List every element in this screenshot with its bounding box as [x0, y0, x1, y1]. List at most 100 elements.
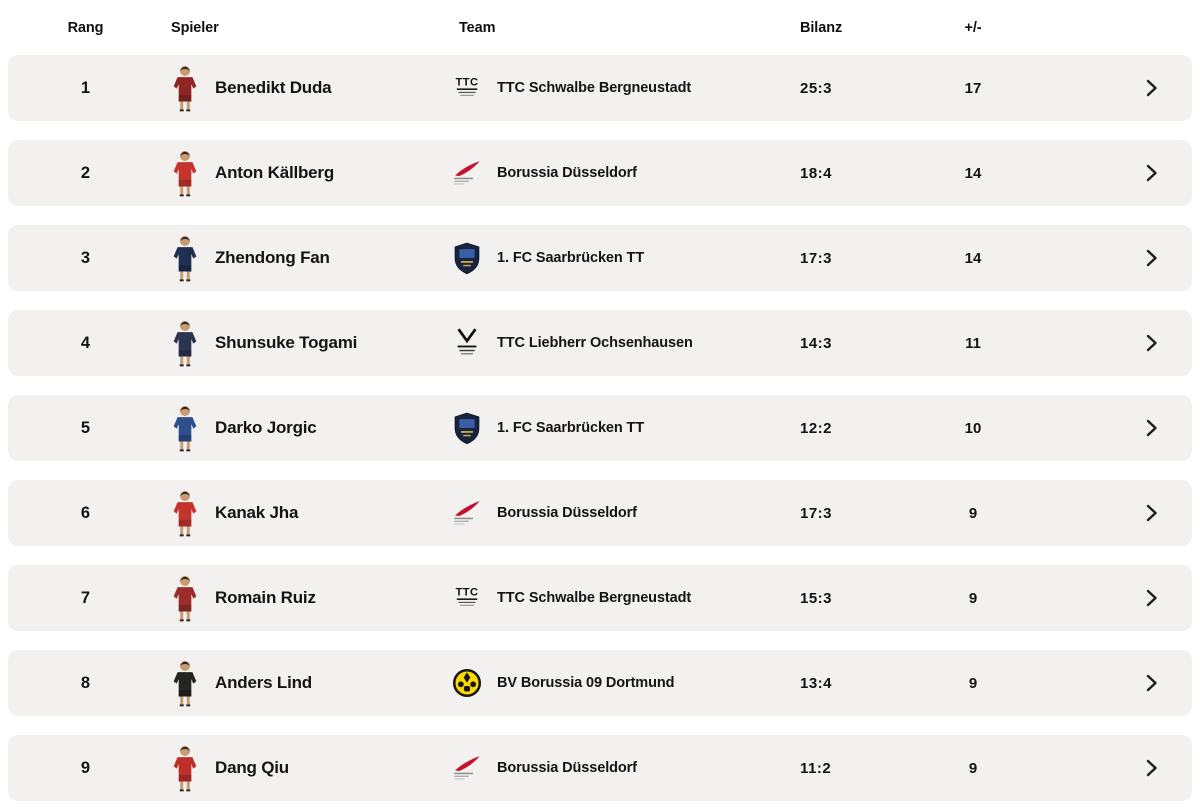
player-avatar	[163, 744, 207, 792]
row-detail-button[interactable]	[1038, 246, 1192, 270]
plusminus-value: 14	[964, 164, 982, 182]
chevron-right-icon	[1140, 671, 1162, 695]
team-name: Borussia Düsseldorf	[497, 505, 637, 521]
row-detail-button[interactable]	[1038, 756, 1192, 780]
team-logo-icon	[445, 156, 489, 190]
person-icon	[170, 64, 200, 112]
plusminus-value: 14	[964, 249, 982, 267]
plusminus-value: 9	[968, 504, 978, 522]
table-row[interactable]: 7 Romain Ruiz TTC Schwalbe Bergneustadt …	[8, 565, 1192, 631]
balance-value: 14:3	[800, 334, 833, 352]
table-row[interactable]: 2 Anton Källberg Borussia Düsseldorf 18:…	[8, 140, 1192, 206]
rank-value: 6	[80, 503, 91, 522]
player-avatar	[163, 574, 207, 622]
team-logo-icon	[445, 326, 489, 360]
column-header-player: Spieler	[171, 19, 219, 36]
chevron-right-icon	[1140, 161, 1162, 185]
rank-value: 7	[80, 588, 91, 607]
team-logo-icon	[445, 241, 489, 275]
player-avatar	[163, 659, 207, 707]
player-name: Anton Källberg	[215, 163, 335, 182]
team-name: TTC Schwalbe Bergneustadt	[497, 590, 692, 606]
plusminus-value: 10	[964, 419, 982, 437]
chevron-right-icon	[1140, 246, 1162, 270]
chevron-right-icon	[1140, 416, 1162, 440]
team-logo-icon	[445, 751, 489, 785]
player-avatar	[163, 149, 207, 197]
row-detail-button[interactable]	[1038, 331, 1192, 355]
row-detail-button[interactable]	[1038, 161, 1192, 185]
player-name: Zhendong Fan	[215, 248, 330, 267]
team-name: TTC Schwalbe Bergneustadt	[497, 80, 692, 96]
team-name: 1. FC Saarbrücken TT	[497, 420, 645, 436]
plusminus-value: 11	[965, 334, 981, 352]
player-name: Romain Ruiz	[215, 588, 316, 607]
row-detail-button[interactable]	[1038, 671, 1192, 695]
player-name: Darko Jorgic	[215, 418, 317, 437]
team-logo-icon	[445, 496, 489, 530]
team-logo-icon	[445, 411, 489, 445]
person-icon	[170, 659, 200, 707]
player-ranking-table: Rang Spieler Team Bilanz +/- 1 Benedikt …	[8, 0, 1192, 811]
chevron-right-icon	[1140, 76, 1162, 100]
table-header: Rang Spieler Team Bilanz +/-	[8, 0, 1192, 55]
balance-value: 11:2	[800, 759, 832, 777]
balance-value: 25:3	[800, 79, 833, 97]
person-icon	[170, 234, 200, 282]
player-name: Dang Qiu	[215, 758, 289, 777]
balance-value: 17:3	[800, 504, 833, 522]
table-row[interactable]: 3 Zhendong Fan 1. FC Saarbrücken TT 17:3…	[8, 225, 1192, 291]
player-avatar	[163, 319, 207, 367]
person-icon	[170, 574, 200, 622]
rank-value: 8	[80, 673, 91, 692]
row-detail-button[interactable]	[1038, 76, 1192, 100]
rank-value: 1	[80, 78, 91, 97]
row-detail-button[interactable]	[1038, 501, 1192, 525]
plusminus-value: 17	[964, 79, 982, 97]
balance-value: 18:4	[800, 164, 833, 182]
balance-value: 15:3	[800, 589, 833, 607]
team-name: 1. FC Saarbrücken TT	[497, 250, 645, 266]
team-name: TTC Liebherr Ochsenhausen	[497, 335, 693, 351]
rank-value: 3	[80, 248, 91, 267]
person-icon	[170, 489, 200, 537]
table-row[interactable]: 6 Kanak Jha Borussia Düsseldorf 17:3 9	[8, 480, 1192, 546]
player-avatar	[163, 234, 207, 282]
chevron-right-icon	[1140, 586, 1162, 610]
team-name: Borussia Düsseldorf	[497, 165, 637, 181]
rows-container: 1 Benedikt Duda TTC Schwalbe Bergneustad…	[8, 55, 1192, 801]
plusminus-value: 9	[968, 589, 978, 607]
person-icon	[170, 744, 200, 792]
player-avatar	[163, 489, 207, 537]
table-row[interactable]: 1 Benedikt Duda TTC Schwalbe Bergneustad…	[8, 55, 1192, 121]
rank-value: 4	[80, 333, 91, 352]
player-avatar	[163, 64, 207, 112]
player-name: Anders Lind	[215, 673, 312, 692]
table-row[interactable]: 8 Anders Lind BV Borussia 09 Dortmund 13…	[8, 650, 1192, 716]
player-name: Benedikt Duda	[215, 78, 332, 97]
table-row[interactable]: 4 Shunsuke Togami TTC Liebherr Ochsenhau…	[8, 310, 1192, 376]
table-row[interactable]: 5 Darko Jorgic 1. FC Saarbrücken TT 12:2…	[8, 395, 1192, 461]
row-detail-button[interactable]	[1038, 586, 1192, 610]
team-name: BV Borussia 09 Dortmund	[497, 675, 675, 691]
chevron-right-icon	[1140, 756, 1162, 780]
team-logo-icon	[445, 71, 489, 105]
plusminus-value: 9	[968, 674, 978, 692]
balance-value: 13:4	[800, 674, 833, 692]
table-row[interactable]: 9 Dang Qiu Borussia Düsseldorf 11:2 9	[8, 735, 1192, 801]
column-header-rank: Rang	[67, 19, 104, 36]
person-icon	[170, 404, 200, 452]
player-name: Kanak Jha	[215, 503, 299, 522]
column-header-team: Team	[459, 19, 496, 36]
chevron-right-icon	[1140, 331, 1162, 355]
column-header-plusminus: +/-	[964, 19, 982, 36]
balance-value: 12:2	[800, 419, 833, 437]
balance-value: 17:3	[800, 249, 833, 267]
team-logo-icon	[445, 666, 489, 700]
row-detail-button[interactable]	[1038, 416, 1192, 440]
column-header-balance: Bilanz	[800, 19, 843, 36]
player-name: Shunsuke Togami	[215, 333, 358, 352]
player-avatar	[163, 404, 207, 452]
person-icon	[170, 149, 200, 197]
rank-value: 9	[80, 758, 91, 777]
